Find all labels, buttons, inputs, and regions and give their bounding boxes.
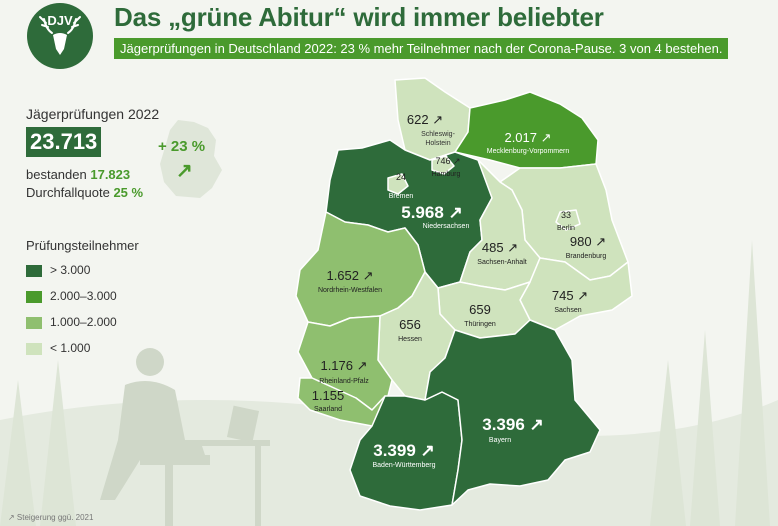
label-brandenburg: Brandenburg: [566, 253, 607, 260]
legend-swatch: [26, 316, 42, 329]
label-hessen: Hessen: [398, 336, 422, 343]
increase-arrow-icon: ↗: [176, 160, 193, 182]
stats-label: Jägerprüfungen 2022: [26, 106, 160, 122]
value-sachsen-anhalt: 485 ↗: [482, 240, 518, 255]
label-niedersachsen: Niedersachsen: [423, 223, 470, 230]
value-hamburg: 746 ↗: [435, 156, 460, 166]
label-rheinland-pfalz: Rheinland-Pfalz: [319, 378, 369, 385]
legend-swatch: [26, 342, 42, 355]
value-bayern: 3.396 ↗: [482, 415, 544, 434]
value-saarland: 1.155: [312, 388, 345, 403]
state-bayern: [424, 319, 601, 506]
legend-title: Prüfungsteilnehmer: [26, 238, 139, 253]
page-title: Das „grüne Abitur“ wird immer beliebter: [114, 2, 604, 32]
state-mecklenburg-vorpommern: [454, 91, 599, 169]
djv-logo: DJV: [27, 3, 93, 69]
label-sachsen: Sachsen: [554, 307, 581, 314]
value-nordrhein-westfalen: 1.652 ↗: [326, 268, 373, 283]
stats-passed: bestanden 17.823: [26, 167, 131, 182]
legend-item: < 1.000: [26, 341, 90, 355]
label-saarland: Saarland: [314, 406, 342, 413]
value-thueringen: 659: [469, 302, 491, 317]
state-hamburg: [431, 155, 455, 175]
legend-item: 1.000–2.000: [26, 315, 117, 329]
value-schleswig-holstein: 622 ↗: [407, 112, 443, 127]
value-sachsen: 745 ↗: [552, 288, 588, 303]
value-bremen: 24: [396, 172, 406, 182]
label-mecklenburg-vorpommern: Mecklenburg-Vorpommern: [487, 148, 570, 155]
label-berlin: Berlin: [557, 225, 575, 232]
value-baden-wuerttemberg: 3.399 ↗: [373, 441, 435, 460]
legend-swatch: [26, 264, 42, 277]
label-hamburg: Hamburg: [432, 171, 461, 178]
state-bremen: [387, 173, 409, 195]
germany-mini-icon: [160, 120, 222, 198]
label-sachsen-anhalt: Sachsen-Anhalt: [477, 259, 526, 266]
value-hessen: 656: [399, 317, 421, 332]
stats-fail-rate: Durchfallquote 25 %: [26, 185, 144, 200]
label-bayern: Bayern: [489, 437, 511, 444]
label-thueringen: Thüringen: [464, 321, 496, 328]
svg-text:DJV: DJV: [47, 13, 73, 28]
value-brandenburg: 980 ↗: [570, 234, 606, 249]
stats-total: 23.713: [26, 127, 102, 157]
state-berlin: [555, 209, 581, 231]
legend-swatch: [26, 290, 42, 303]
label-bremen: Bremen: [389, 193, 414, 200]
label-nordrhein-westfalen: Nordrhein-Westfalen: [318, 287, 382, 294]
legend-item: > 3.000: [26, 263, 90, 277]
value-niedersachsen: 5.968 ↗: [401, 203, 463, 222]
value-rheinland-pfalz: 1.176 ↗: [320, 358, 367, 373]
footnote: ↗ Steigerung ggü. 2021: [8, 513, 94, 522]
value-mecklenburg-vorpommern: 2.017 ↗: [504, 130, 551, 145]
page-subtitle: Jägerprüfungen in Deutschland 2022: 23 %…: [114, 38, 729, 59]
label-schleswig-holstein: Schleswig-Holstein: [421, 131, 456, 147]
hunter-silhouette: [100, 348, 270, 526]
legend-item: 2.000–3.000: [26, 289, 117, 303]
stats-change: + 23 %: [158, 138, 206, 155]
label-baden-wuerttemberg: Baden-Württemberg: [372, 462, 435, 469]
value-berlin: 33: [561, 210, 571, 220]
